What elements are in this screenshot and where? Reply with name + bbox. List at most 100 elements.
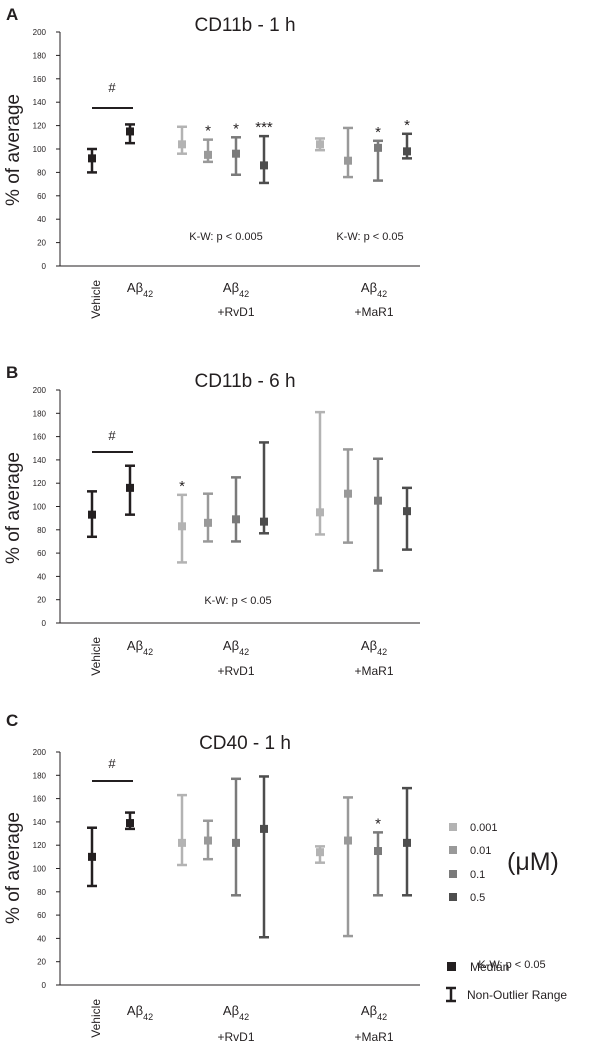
chart-panel-c: C CD40 - 1 h % of average 0 20 40 60 80 100 120 14… (3, 711, 546, 1044)
chart-title: CD40 - 1 h (199, 733, 291, 754)
y-tick-label: 140 (33, 818, 47, 827)
legend-swatch (449, 870, 457, 878)
significance-star: * (404, 117, 410, 134)
y-tick-label: 160 (33, 433, 47, 442)
category-sublabel-rvd1: +RvD1 (217, 1030, 254, 1044)
legend-unit: (μM) (507, 848, 559, 876)
significance-hash: # (108, 756, 116, 771)
significance-star: * (179, 478, 185, 495)
y-tick-label: 120 (33, 122, 47, 131)
category-label-abeta: Aβ42 (127, 280, 153, 299)
median-marker (260, 824, 268, 833)
median-marker (374, 496, 382, 505)
median-marker (204, 150, 212, 159)
y-tick-label: 160 (33, 795, 47, 804)
significance-hash: # (108, 80, 116, 95)
panel-letter: A (6, 5, 18, 24)
chart-title: CD11b - 6 h (194, 371, 295, 392)
kw-statistic: K-W: p < 0.05 (204, 595, 271, 607)
y-tick-label: 40 (37, 934, 46, 943)
y-tick-label: 80 (37, 888, 46, 897)
category-sublabel-rvd1: +RvD1 (217, 305, 254, 319)
legend-swatch (449, 893, 457, 901)
category-label-mar1: Aβ42 (361, 638, 387, 657)
y-axis-label: % of average (3, 94, 24, 206)
median-marker (178, 522, 186, 531)
y-tick-label: 180 (33, 771, 47, 780)
category-label-rvd1: Aβ42 (223, 280, 249, 299)
category-sublabel-mar1: +MaR1 (354, 1030, 393, 1044)
legend-concentration: 0.1 (470, 869, 485, 881)
y-tick-label: 80 (37, 168, 46, 177)
median-marker (260, 517, 268, 526)
chart-title: CD11b - 1 h (194, 15, 295, 36)
median-marker (204, 518, 212, 527)
panel-letter: C (6, 711, 18, 730)
y-tick-label: 60 (37, 549, 46, 558)
median-marker (316, 508, 324, 517)
y-tick-label: 40 (37, 572, 46, 581)
median-marker (403, 507, 411, 516)
y-tick-label: 80 (37, 526, 46, 535)
y-tick-label: 160 (33, 75, 47, 84)
median-marker (374, 847, 382, 856)
median-marker (126, 127, 134, 136)
legend-concentration: 0.5 (470, 892, 485, 904)
category-label-vehicle: Vehicle (89, 280, 103, 319)
median-marker (316, 140, 324, 149)
legend-concentration: 0.01 (470, 845, 491, 857)
y-tick-label: 140 (33, 98, 47, 107)
median-marker (126, 819, 134, 828)
category-label-mar1: Aβ42 (361, 280, 387, 299)
legend-swatch (449, 846, 457, 854)
y-tick-label: 100 (33, 503, 47, 512)
median-marker (260, 161, 268, 170)
category-sublabel-mar1: +MaR1 (354, 305, 393, 319)
category-label-rvd1: Aβ42 (223, 1003, 249, 1022)
significance-star: * (375, 815, 381, 832)
median-marker (232, 515, 240, 524)
significance-star: * (375, 124, 381, 141)
chart-panel-a: A CD11b - 1 h % of average 0 20 40 60 80 100 120 1… (3, 5, 420, 319)
y-tick-label: 20 (37, 239, 46, 248)
median-marker (316, 848, 324, 857)
significance-star: * (233, 120, 239, 137)
median-marker (403, 838, 411, 847)
legend-range-label: Non-Outlier Range (467, 988, 567, 1002)
median-marker (178, 140, 186, 149)
y-tick-label: 40 (37, 215, 46, 224)
y-tick-label: 180 (33, 51, 47, 60)
panel-letter: B (6, 363, 18, 382)
median-marker (403, 147, 411, 156)
y-tick-label: 0 (42, 619, 47, 628)
category-label-vehicle: Vehicle (89, 637, 103, 676)
category-sublabel-rvd1: +RvD1 (217, 664, 254, 678)
median-marker (126, 483, 134, 492)
y-tick-label: 140 (33, 456, 47, 465)
y-tick-label: 200 (33, 28, 47, 37)
y-tick-label: 60 (37, 911, 46, 920)
y-tick-label: 200 (33, 386, 47, 395)
category-sublabel-mar1: +MaR1 (354, 664, 393, 678)
category-label-rvd1: Aβ42 (223, 638, 249, 657)
median-marker (374, 143, 382, 152)
kw-statistic: K-W: p < 0.05 (336, 231, 403, 243)
median-marker (344, 156, 352, 165)
y-tick-label: 200 (33, 748, 47, 757)
significance-star: *** (255, 119, 273, 136)
y-tick-label: 60 (37, 192, 46, 201)
y-tick-label: 120 (33, 479, 47, 488)
y-tick-label: 20 (37, 596, 46, 605)
median-marker (232, 838, 240, 847)
y-tick-label: 100 (33, 145, 47, 154)
median-marker (88, 510, 96, 519)
y-tick-label: 0 (42, 981, 47, 990)
legend-swatch (449, 823, 457, 831)
category-label-mar1: Aβ42 (361, 1003, 387, 1022)
y-tick-label: 0 (42, 262, 47, 271)
kw-statistic: K-W: p < 0.005 (189, 231, 262, 243)
legend-median-marker (447, 962, 456, 971)
y-tick-label: 180 (33, 409, 47, 418)
median-marker (344, 489, 352, 498)
